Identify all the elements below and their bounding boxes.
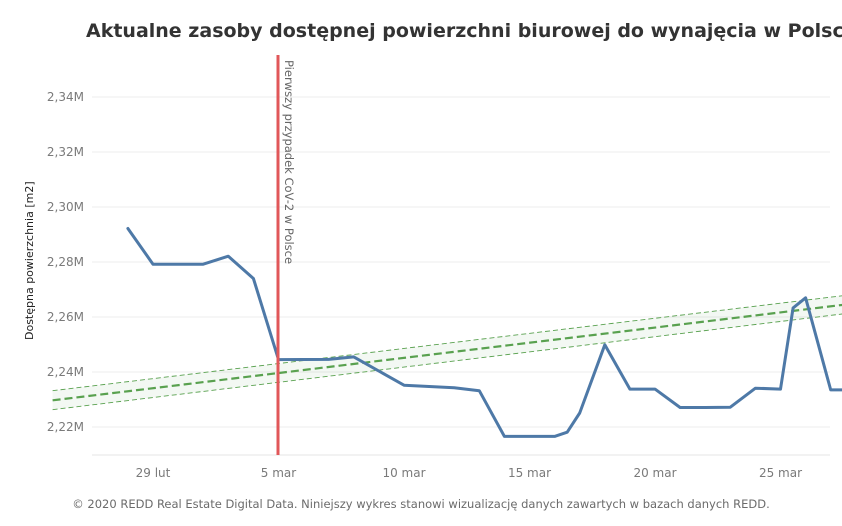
y-tick-labels: 2,22M 2,24M 2,26M 2,28M 2,30M 2,32M 2,34M — [47, 90, 84, 434]
reference-line-label: Pierwszy przypadek CoV-2 w Polsce — [282, 60, 296, 264]
reference-group: Pierwszy przypadek CoV-2 w Polsce — [276, 55, 296, 455]
trend-band — [52, 295, 842, 411]
trend-line — [52, 303, 842, 402]
trend-band-upper — [52, 295, 842, 392]
y-tick-label: 2,34M — [47, 90, 84, 104]
x-tick-label: 10 mar — [382, 466, 425, 480]
y-tick-label: 2,26M — [47, 310, 84, 324]
x-tick-label: 5 mar — [261, 466, 296, 480]
series-line — [126, 227, 842, 438]
grid-lines — [92, 96, 830, 456]
x-tick-label: 29 lut — [136, 466, 171, 480]
footer-copyright: © 2020 REDD Real Estate Digital Data. Ni… — [72, 497, 770, 511]
y-tick-label: 2,22M — [47, 420, 84, 434]
x-tick-label: 25 mar — [759, 466, 802, 480]
y-tick-label: 2,32M — [47, 145, 84, 159]
y-tick-label: 2,24M — [47, 365, 84, 379]
chart-title: Aktualne zasoby dostępnej powierzchni bi… — [86, 20, 842, 42]
y-tick-label: 2,28M — [47, 255, 84, 269]
series-group — [126, 227, 842, 438]
trend-band-lower — [52, 313, 842, 411]
x-tick-label: 20 mar — [633, 466, 676, 480]
trend-band-fill — [52, 295, 842, 410]
x-tick-label: 15 mar — [508, 466, 551, 480]
trend-line-group — [52, 303, 842, 402]
y-tick-label: 2,30M — [47, 200, 84, 214]
